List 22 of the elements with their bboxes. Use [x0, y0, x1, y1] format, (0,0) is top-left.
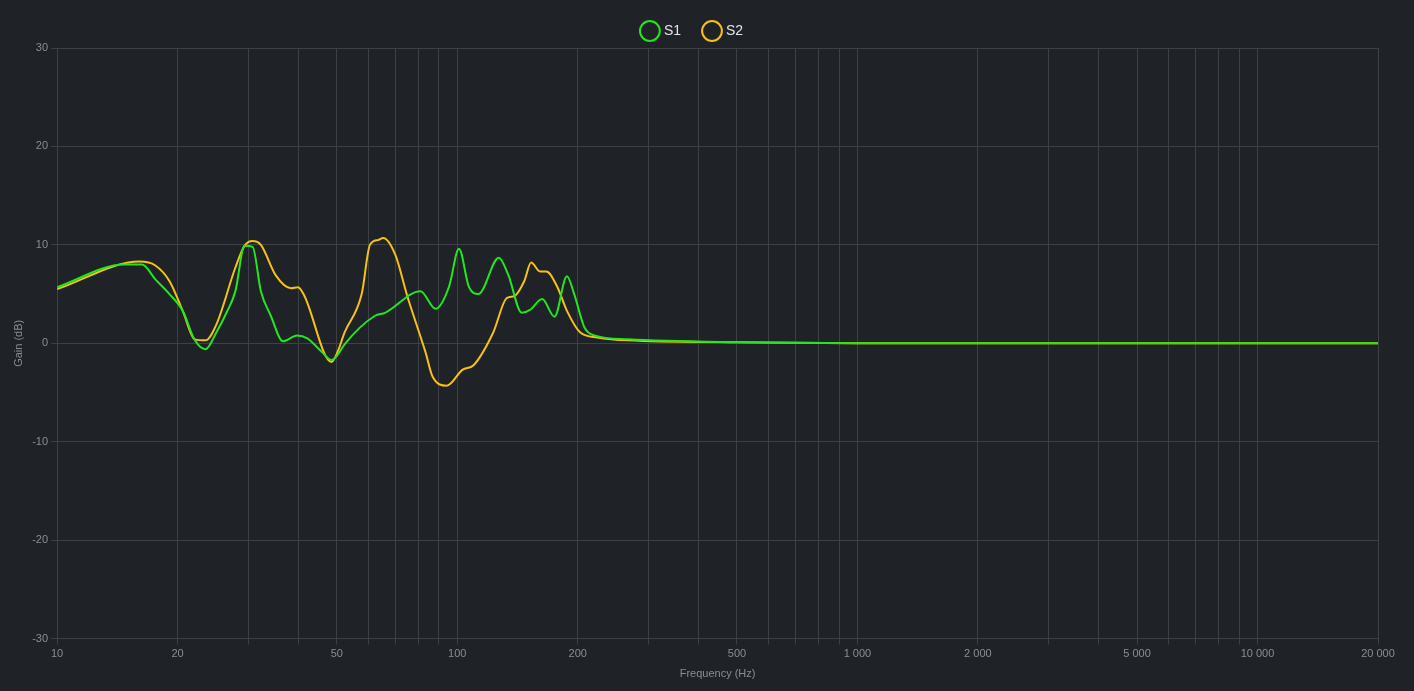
y-tick-label: 20: [35, 139, 49, 152]
x-tick-label: 10 000: [1240, 647, 1275, 660]
x-tick-label: 1 000: [843, 647, 872, 660]
x-tick-label: 5 000: [1123, 647, 1151, 660]
x-tick-label: 20 000: [1361, 647, 1395, 660]
x-tick-label: 10: [50, 647, 64, 660]
x-tick-label: 20: [171, 647, 184, 660]
x-tick-label: 500: [727, 647, 747, 660]
x-tick-label: 2 000: [964, 647, 992, 660]
x-tick-label: 100: [448, 647, 467, 660]
x-tick-label: 200: [568, 647, 587, 660]
y-tick-label: 30: [35, 41, 49, 54]
y-tick-label: 0: [41, 336, 49, 349]
x-tick-label: 50: [330, 647, 343, 660]
y-axis-title: Gain (dB): [11, 319, 24, 367]
legend-label: S1: [663, 21, 682, 38]
y-tick-label: -30: [32, 631, 49, 644]
x-axis-title: Frequency (Hz): [679, 667, 756, 680]
y-tick-label: 10: [35, 237, 49, 250]
y-tick-label: -20: [32, 533, 49, 546]
y-tick-label: -10: [32, 434, 49, 447]
legend-label: S2: [726, 21, 744, 38]
